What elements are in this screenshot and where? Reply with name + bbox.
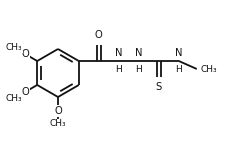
Text: N: N xyxy=(115,48,123,58)
Text: CH₃: CH₃ xyxy=(6,94,22,103)
Text: H: H xyxy=(115,65,122,74)
Text: O: O xyxy=(95,30,103,40)
Text: O: O xyxy=(21,87,29,97)
Text: CH₃: CH₃ xyxy=(50,119,66,129)
Text: CH₃: CH₃ xyxy=(6,43,22,52)
Text: N: N xyxy=(135,48,143,58)
Text: O: O xyxy=(54,106,62,116)
Text: H: H xyxy=(135,65,142,74)
Text: H: H xyxy=(175,65,182,74)
Text: S: S xyxy=(156,82,162,92)
Text: CH₃: CH₃ xyxy=(201,65,217,73)
Text: N: N xyxy=(175,48,183,58)
Text: O: O xyxy=(21,49,29,59)
